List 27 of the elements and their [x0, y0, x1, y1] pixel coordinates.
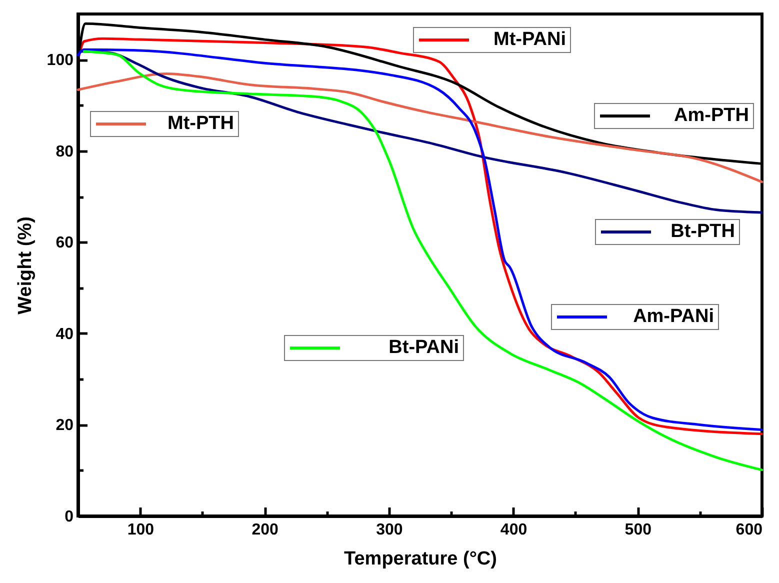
y-tick-label: 100	[46, 52, 74, 70]
legend-label: Mt-PANi	[494, 28, 566, 50]
line-series	[76, 72, 764, 184]
legend-key: Mt-PTH	[90, 110, 239, 136]
legend-key: Mt-PANi	[413, 26, 571, 52]
x-tick-label: 100	[127, 522, 154, 538]
y-tick-label: 60	[56, 234, 74, 252]
legend-label: Bt-PTH	[670, 220, 735, 242]
legend-label: Am-PTH	[674, 105, 749, 127]
x-tick-label: 400	[500, 522, 528, 538]
x-tick-label: 300	[376, 522, 403, 538]
x-tick-label: 200	[252, 522, 278, 538]
legend-key: Am-PANi	[551, 304, 719, 330]
legend-key: Am-PTH	[594, 103, 754, 129]
y-tick-label: 20	[56, 417, 74, 434]
x-axis-title: Temperature (°C)	[344, 548, 497, 570]
x-tick-label: 600	[736, 522, 763, 538]
y-tick-label: 80	[56, 143, 74, 160]
y-tick-label: 0	[64, 508, 74, 526]
y-axis-title: Weight (%)	[14, 216, 36, 314]
series-label: Bt-PANi	[388, 337, 459, 359]
legend-key: Bt-PANi	[284, 335, 464, 361]
x-tick-label: 500	[624, 522, 652, 538]
legend-key: Bt-PTH	[595, 218, 740, 244]
legend-label: Mt-PTH	[168, 112, 234, 134]
legend-label: Am-PANi	[633, 306, 714, 328]
y-tick-label: 40	[56, 326, 74, 343]
